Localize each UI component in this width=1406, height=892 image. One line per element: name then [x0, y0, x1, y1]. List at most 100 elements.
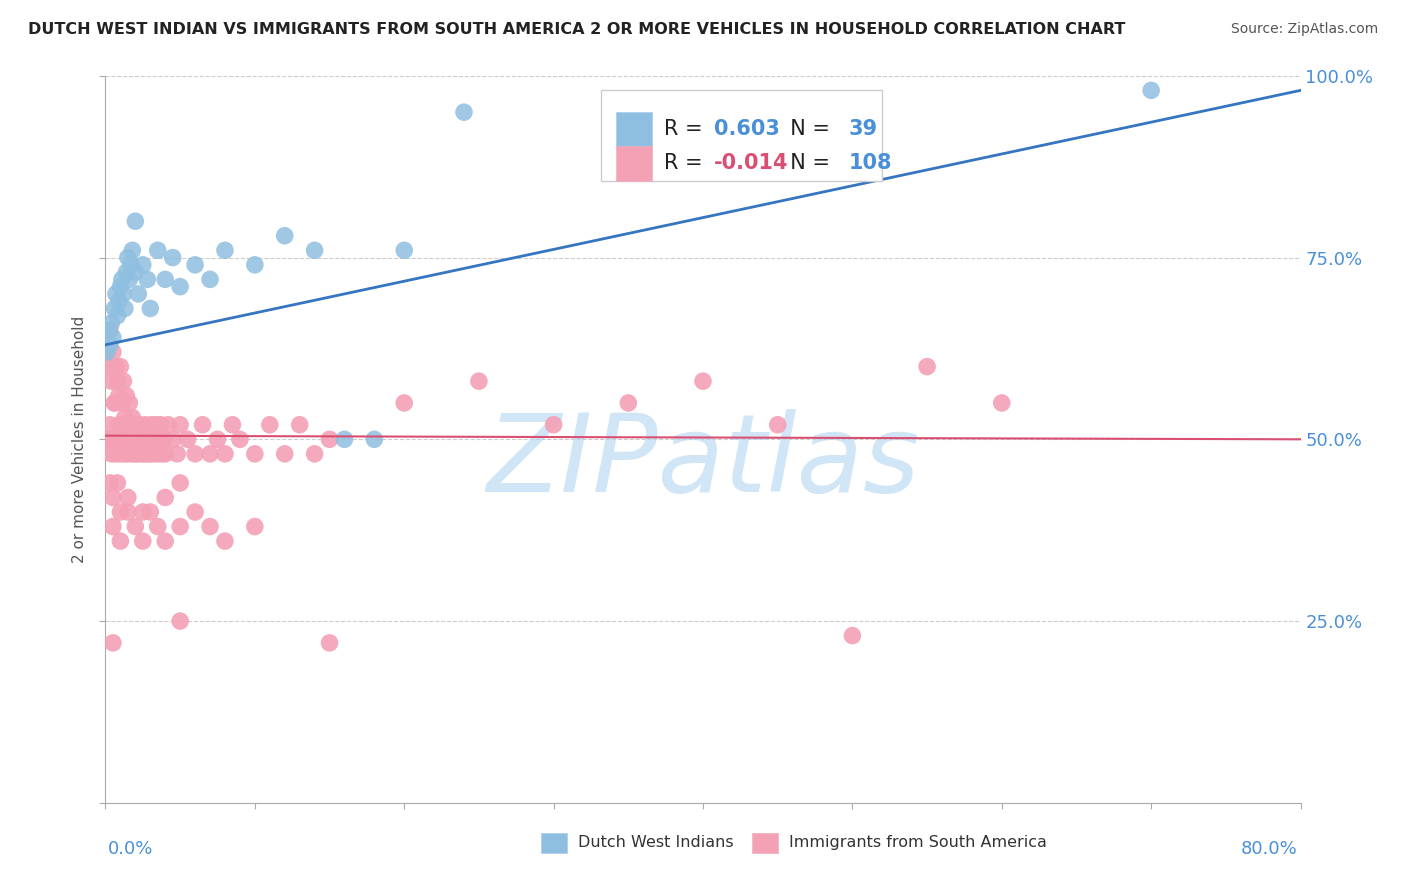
Point	[132, 534, 155, 549]
Text: ZIPatlas: ZIPatlas	[486, 409, 920, 514]
Point	[162, 251, 184, 265]
Text: Source: ZipAtlas.com: Source: ZipAtlas.com	[1230, 22, 1378, 37]
Point	[139, 447, 162, 461]
Point	[273, 228, 295, 243]
Point	[117, 505, 139, 519]
Point	[915, 359, 938, 374]
Point	[107, 309, 129, 323]
Point	[121, 447, 143, 461]
Point	[139, 301, 162, 316]
Point	[112, 286, 135, 301]
Point	[184, 258, 207, 272]
Point	[107, 374, 129, 388]
Point	[100, 316, 122, 330]
Point	[101, 432, 124, 446]
Point	[118, 272, 141, 286]
Point	[692, 374, 714, 388]
Point	[392, 396, 416, 410]
Point	[100, 374, 122, 388]
Point	[153, 491, 177, 505]
Point	[162, 432, 184, 446]
Point	[138, 432, 160, 446]
Point	[169, 614, 191, 628]
Point	[141, 417, 163, 432]
Bar	[752, 833, 778, 853]
Point	[103, 301, 125, 316]
Point	[110, 534, 132, 549]
Point	[110, 447, 132, 461]
Text: 0.603: 0.603	[714, 120, 780, 139]
Point	[136, 447, 159, 461]
Point	[117, 417, 139, 432]
Point	[191, 417, 214, 432]
Point	[304, 244, 326, 258]
Point	[134, 447, 156, 461]
Point	[153, 534, 177, 549]
Point	[111, 396, 134, 410]
FancyBboxPatch shape	[602, 90, 883, 181]
Text: 0.0%: 0.0%	[108, 840, 153, 858]
Point	[103, 396, 125, 410]
Point	[153, 272, 177, 286]
Point	[117, 447, 139, 461]
Point	[120, 417, 142, 432]
Point	[243, 519, 266, 533]
Point	[146, 519, 169, 533]
Point	[132, 258, 155, 272]
Point	[117, 251, 139, 265]
Point	[150, 447, 173, 461]
Point	[120, 258, 142, 272]
Point	[135, 417, 157, 432]
Text: N =: N =	[778, 120, 837, 139]
Point	[198, 272, 221, 286]
Point	[392, 244, 416, 258]
Point	[115, 389, 138, 403]
Point	[766, 417, 789, 432]
Point	[176, 432, 198, 446]
Point	[127, 432, 149, 446]
Point	[617, 396, 640, 410]
Point	[142, 447, 165, 461]
Point	[118, 432, 141, 446]
Point	[100, 447, 122, 461]
Point	[101, 491, 124, 505]
Point	[214, 534, 236, 549]
Point	[153, 447, 177, 461]
Point	[157, 417, 180, 432]
Point	[453, 105, 475, 120]
Point	[104, 359, 127, 374]
Point	[243, 258, 266, 272]
Point	[97, 323, 120, 337]
Point	[122, 432, 145, 446]
Point	[101, 636, 124, 650]
Bar	[541, 833, 567, 853]
Point	[108, 389, 131, 403]
Text: N =: N =	[778, 153, 837, 173]
Point	[101, 330, 124, 344]
Point	[136, 272, 159, 286]
Point	[124, 519, 146, 533]
Point	[98, 417, 121, 432]
Point	[143, 432, 166, 446]
Point	[104, 286, 127, 301]
Point	[124, 417, 146, 432]
Point	[97, 432, 120, 446]
Point	[117, 491, 139, 505]
Point	[108, 417, 131, 432]
Point	[98, 338, 121, 352]
Point	[139, 505, 162, 519]
Point	[243, 447, 266, 461]
Point	[110, 505, 132, 519]
Point	[120, 432, 142, 446]
Point	[543, 417, 565, 432]
Text: DUTCH WEST INDIAN VS IMMIGRANTS FROM SOUTH AMERICA 2 OR MORE VEHICLES IN HOUSEHO: DUTCH WEST INDIAN VS IMMIGRANTS FROM SOU…	[28, 22, 1125, 37]
Point	[990, 396, 1012, 410]
Point	[112, 432, 135, 446]
Point	[148, 432, 170, 446]
Point	[101, 345, 124, 359]
Point	[363, 432, 385, 446]
Point	[107, 432, 129, 446]
Text: Dutch West Indians: Dutch West Indians	[578, 836, 734, 850]
Point	[288, 417, 311, 432]
Point	[318, 432, 340, 446]
